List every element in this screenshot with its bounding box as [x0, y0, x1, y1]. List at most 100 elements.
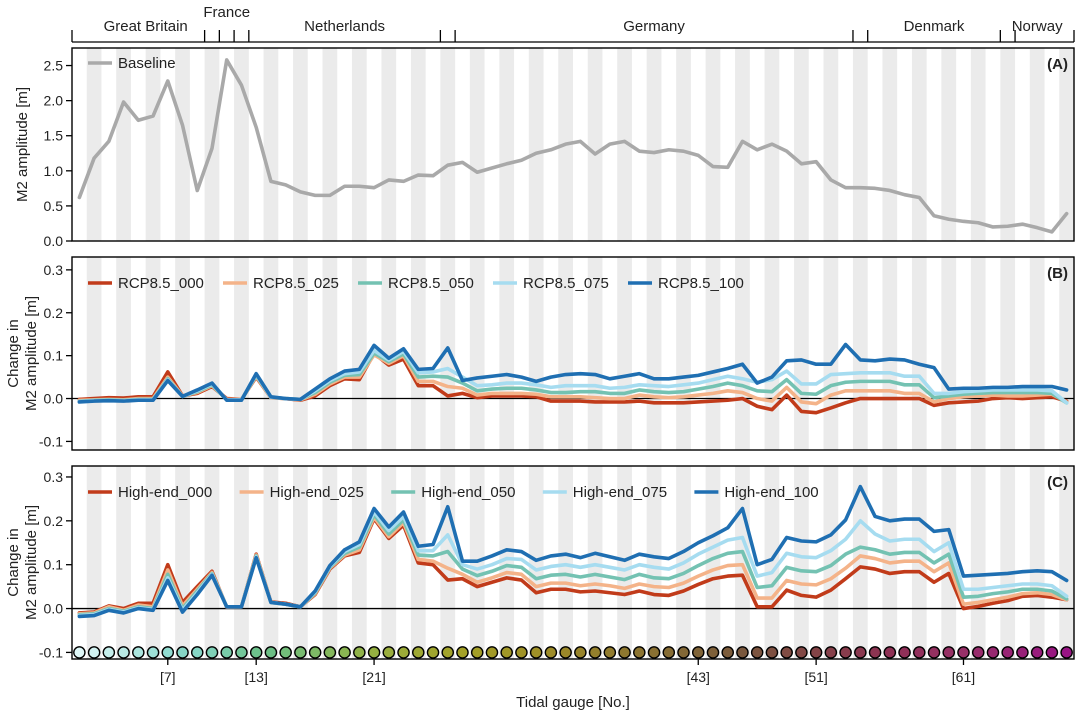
- gauge-shade-band: [882, 48, 898, 241]
- gauge-marker-56: [883, 646, 897, 659]
- gauge-marker-36: [588, 646, 602, 659]
- gauge-shade-band: [440, 257, 456, 450]
- gauge-shade-band: [646, 466, 662, 659]
- gauge-marker-40: [647, 646, 661, 659]
- country-label-norway: Norway: [1012, 18, 1063, 35]
- gauge-shade-band: [941, 257, 957, 450]
- gauge-shade-band: [469, 257, 485, 450]
- gauge-marker-62: [971, 646, 985, 659]
- gauge-shade-band: [587, 466, 603, 659]
- panel-tag: (B): [1047, 265, 1068, 282]
- gauge-shade-band: [823, 257, 839, 450]
- legend: High-end_000 High-end_025 High-end_050 High…: [88, 484, 819, 501]
- panel-frame: [71, 465, 1075, 660]
- gauge-shade-band: [941, 48, 957, 241]
- gauge-shade-band: [234, 466, 249, 659]
- gauge-shade-band: [293, 466, 308, 659]
- gauge-shade-band: [293, 257, 308, 450]
- country-header: Great Britain France Netherlands Germany Den…: [71, 4, 1075, 43]
- gauge-marker-53: [839, 646, 852, 659]
- gauge-marker-11: [220, 646, 234, 659]
- gauge-shade-band: [1059, 48, 1074, 241]
- x-tick-label: [51]: [804, 669, 827, 685]
- series-line-high-end_100: [77, 484, 1069, 619]
- y-tick-label: 0.2: [44, 305, 64, 321]
- gauge-marker-9: [190, 646, 204, 659]
- gauge-shade-band: [351, 257, 367, 450]
- gauge-marker-54: [854, 646, 867, 659]
- legend-label-high-end_100: High-end_100: [724, 484, 818, 501]
- gauge-shade-band: [764, 466, 780, 659]
- panel-a: 0.0 0.5 1.0 1.5 2.0 2.5 M2 amplitude [m] (A) Bas…: [14, 47, 1075, 249]
- gauge-marker-51: [809, 646, 823, 659]
- gauge-marker-3: [102, 646, 116, 659]
- gauge-marker-12: [235, 646, 248, 659]
- country-label-denmark: Denmark: [904, 18, 965, 35]
- x-tick-label: [61]: [952, 669, 975, 685]
- y-axis-label: Change in: [5, 528, 22, 596]
- gauge-shade-band: [263, 48, 279, 241]
- gauge-shade-band: [351, 466, 367, 659]
- gauge-shade-band: [528, 257, 544, 450]
- gauge-shade-band: [293, 48, 308, 241]
- gauge-shade-band: [499, 466, 515, 659]
- gauge-shade-band: [322, 257, 338, 450]
- gauge-shade-band: [234, 257, 249, 450]
- gauge-shade-band: [1000, 257, 1016, 450]
- country-label-france: France: [203, 4, 250, 21]
- y-axis-label: M2 amplitude [m]: [23, 505, 40, 620]
- gauge-marker-57: [898, 646, 911, 659]
- gauge-shade-band: [970, 48, 986, 241]
- gauge-shade-band: [263, 257, 279, 450]
- y-tick-label: 0.0: [44, 391, 64, 407]
- gauge-marker-26: [441, 646, 455, 659]
- gauge-shade-band: [617, 466, 632, 659]
- gauge-shade-band: [1029, 48, 1045, 241]
- gauge-shade-band: [410, 48, 426, 241]
- y-tick-label: 0.1: [44, 348, 64, 364]
- gauge-marker-43: [691, 646, 705, 659]
- gauge-shade-band: [322, 48, 338, 241]
- gauge-shade-band: [410, 257, 426, 450]
- y-axis-label: M2 amplitude [m]: [23, 296, 40, 411]
- gauge-marker-14: [264, 646, 278, 659]
- country-label-netherlands: Netherlands: [304, 18, 385, 35]
- gauge-marker-31: [515, 646, 528, 659]
- gauge-shade-band: [116, 48, 131, 241]
- panel-frame: [71, 47, 1075, 242]
- gauge-shade-band: [440, 48, 456, 241]
- gauge-shade-band: [852, 257, 868, 450]
- gauge-marker-33: [544, 646, 558, 659]
- gauge-marker-8: [176, 646, 189, 659]
- gauge-marker-16: [294, 646, 307, 659]
- gauge-shade-band: [794, 466, 809, 659]
- panel-frame: [71, 256, 1075, 451]
- gauge-marker-67: [1045, 646, 1059, 659]
- gauge-shade-band: [204, 257, 220, 450]
- gauge-shade-band: [617, 48, 632, 241]
- gauge-shade-band: [175, 466, 190, 659]
- gauge-marker-59: [927, 646, 941, 659]
- x-tick-label: [13]: [245, 669, 268, 685]
- gauge-shade-band: [970, 257, 986, 450]
- gauge-marker-58: [912, 646, 926, 659]
- gauge-marker-6: [146, 646, 160, 659]
- gauge-marker-4: [117, 646, 130, 659]
- gauge-shade-band: [1000, 466, 1016, 659]
- gauge-shade-band: [175, 257, 190, 450]
- gauge-shade-band: [263, 466, 279, 659]
- gauge-shade-band: [469, 48, 485, 241]
- gauge-marker-66: [1030, 646, 1044, 659]
- gauge-shade-band: [794, 257, 809, 450]
- gauge-shade-band: [1059, 466, 1074, 659]
- gauge-marker-46: [736, 646, 749, 659]
- gauge-marker-45: [721, 646, 735, 659]
- gauge-marker-20: [353, 646, 366, 659]
- gauge-marker-38: [618, 646, 631, 659]
- gauge-marker-13: [249, 646, 263, 659]
- gauge-marker-10: [205, 646, 219, 659]
- gauge-shade-band: [823, 466, 839, 659]
- legend-label-rcp8.5_025: RCP8.5_025: [253, 275, 339, 292]
- gauge-marker-2: [87, 646, 101, 659]
